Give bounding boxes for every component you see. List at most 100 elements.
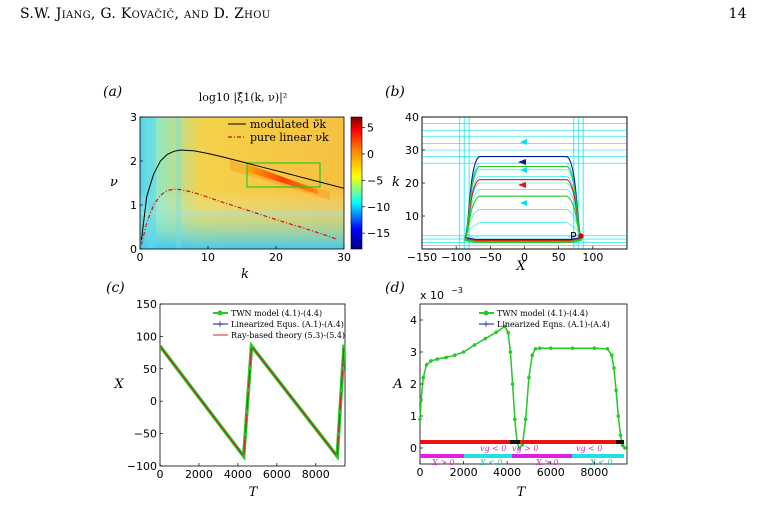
panel-d-marker [527,375,531,380]
panel-a-colorbar-tick: −15 [367,227,390,240]
panel-b-arrow [520,167,527,173]
panel-b-point-label: P [570,230,577,243]
panel-c-legend: TWN model (4.1)-(4.4) + Linearized Equs.… [213,309,345,340]
panel-a-x-tick: 20 [269,251,283,264]
panel-d-marker [616,414,621,418]
panel-c-y-tick: 0 [150,395,157,408]
panel-c-yticks: 150 100 50 0 −50 −100 [127,298,163,473]
panel-a-colorbar-tick: 5 [367,122,374,135]
panel-b-y-tick: 10 [405,210,419,223]
panel-d-band-bottom-0: X > 0 [431,458,455,467]
panel-d-x-tick: 6000 [537,466,565,479]
panel-d-marker [494,330,499,334]
panel-d-band-top-2: vg < 0 [576,444,603,453]
panel-d-marker [548,346,553,350]
panel-d-x-tick: 8000 [580,466,608,479]
panel-d-x-tick: 0 [417,466,424,479]
panel-b-arrow [518,159,526,165]
panel-d-marker [453,353,457,358]
panel-b-xlabel: X [515,259,526,274]
panel-a-legend: modulated ν̄k pure linear νk [228,118,329,144]
panel-d-marker [461,350,466,354]
panel-d-band-top-0: vg < 0 [480,444,507,453]
panel-c-x-tick: 4000 [224,468,252,481]
panel-d-marker [614,388,618,393]
panel-c-marker [241,454,246,459]
panel-a-series-modulated [140,149,345,241]
panel-a-heatmap [139,116,345,250]
panel-d-marker [523,417,528,422]
panel-d-y-tick: 2 [410,378,417,391]
panel-c-y-tick: 50 [143,363,157,376]
panel-a-colorbar-tick: −10 [367,201,390,214]
panel-d-x-tick: 4000 [493,466,521,479]
panel-d-sign-bands: vg < 0 vg > 0 vg < 0 X > 0 X < 0 X > 0 X… [420,440,624,467]
panel-d-marker [612,366,616,370]
panel-d-marker [570,346,575,350]
panel-b-x-tick: 50 [552,251,566,264]
panel-d-marker [533,347,538,351]
panel-c-legend-2: Ray-based theory (5.3)-(5.4) [231,331,345,340]
panel-d-marker [530,353,535,358]
panel-c-y-tick: 150 [136,298,157,311]
panel-d-marker [609,353,614,358]
running-header-authors: S.W. Jiang, G. Kovačič, and D. Zhou [20,6,271,22]
panel-c-x-tick: 8000 [302,468,330,481]
panel-c-markers [241,344,346,459]
panel-c-xticks: 0 2000 4000 6000 8000 [157,463,330,481]
panel-d-marker [419,398,423,402]
panel-c-y-tick: −100 [127,460,157,473]
panel-c-marker [335,454,340,459]
panel-d-marker [510,382,515,386]
panel-b-yticks: 10 20 30 40 [405,111,425,223]
panel-b-y-tick: 20 [405,177,419,190]
panel-d-y-tick: 4 [410,314,417,327]
panel-c-xlabel: T [249,485,259,500]
svg-text:+: + [216,320,224,330]
panel-d-x-tick: 2000 [450,466,478,479]
panel-b-arrow [520,139,527,145]
panel-b-ylabel: k [392,175,400,190]
panel-d-marker [512,417,517,422]
panel-d-marker [444,355,448,360]
panel-d-y-tick: 1 [410,410,417,423]
panel-b-x-tick: −150 [407,251,437,264]
panel-b-orbit [464,195,582,243]
panel-d-xticks: 0 2000 4000 6000 8000 [417,461,608,479]
panel-c-marker [249,344,254,348]
panel-c-marker [246,388,251,392]
panel-d-marker [429,359,433,363]
panel-d-marker [605,347,610,351]
panel-d-marker [418,417,422,422]
panel-c-marker [339,388,344,392]
panel-c-marker [342,344,346,348]
panel-d-marker [472,343,477,347]
panel-d-marker [618,433,623,438]
panel-a-y-tick: 2 [130,155,137,168]
panel-c-ylabel: X [113,377,124,392]
panel-d-marker [538,346,542,350]
panel-c-marker [340,366,345,370]
panel-a-legend-1: pure linear νk [250,131,329,144]
panel-d-marker [592,346,597,350]
panel-d-scale-exp: −3 [451,286,463,295]
panel-d-scale: x 10 [420,289,444,302]
panel-a-xlabel: k [241,267,249,282]
panel-b-x-tick: 100 [582,251,603,264]
panel-d-marker [623,446,627,450]
panel-d-band-bottom-2: X > 0 [535,458,559,467]
panel-a-highlight-box [246,162,321,188]
panel-b-xticks: −150 −100 −50 0 50 100 [407,246,603,264]
panel-a-colorbar: 5 0 −5 −10 −15 [350,116,390,250]
panel-b-point-p [578,233,584,239]
panel-c-y-tick: 100 [136,330,157,343]
panel-a-ylabel: ν [110,175,118,190]
panel-a-label: (a) [103,84,122,100]
panel-c-x-tick: 2000 [185,468,213,481]
panel-d-legend-0: TWN model (4.1)-(4.4) [497,309,588,318]
panel-b-arrows [518,139,527,206]
panel-b-y-tick: 40 [405,111,419,124]
panel-a-colorbar-tick: 0 [367,148,374,161]
panel-a-xticks: 0 10 20 30 [137,246,351,264]
